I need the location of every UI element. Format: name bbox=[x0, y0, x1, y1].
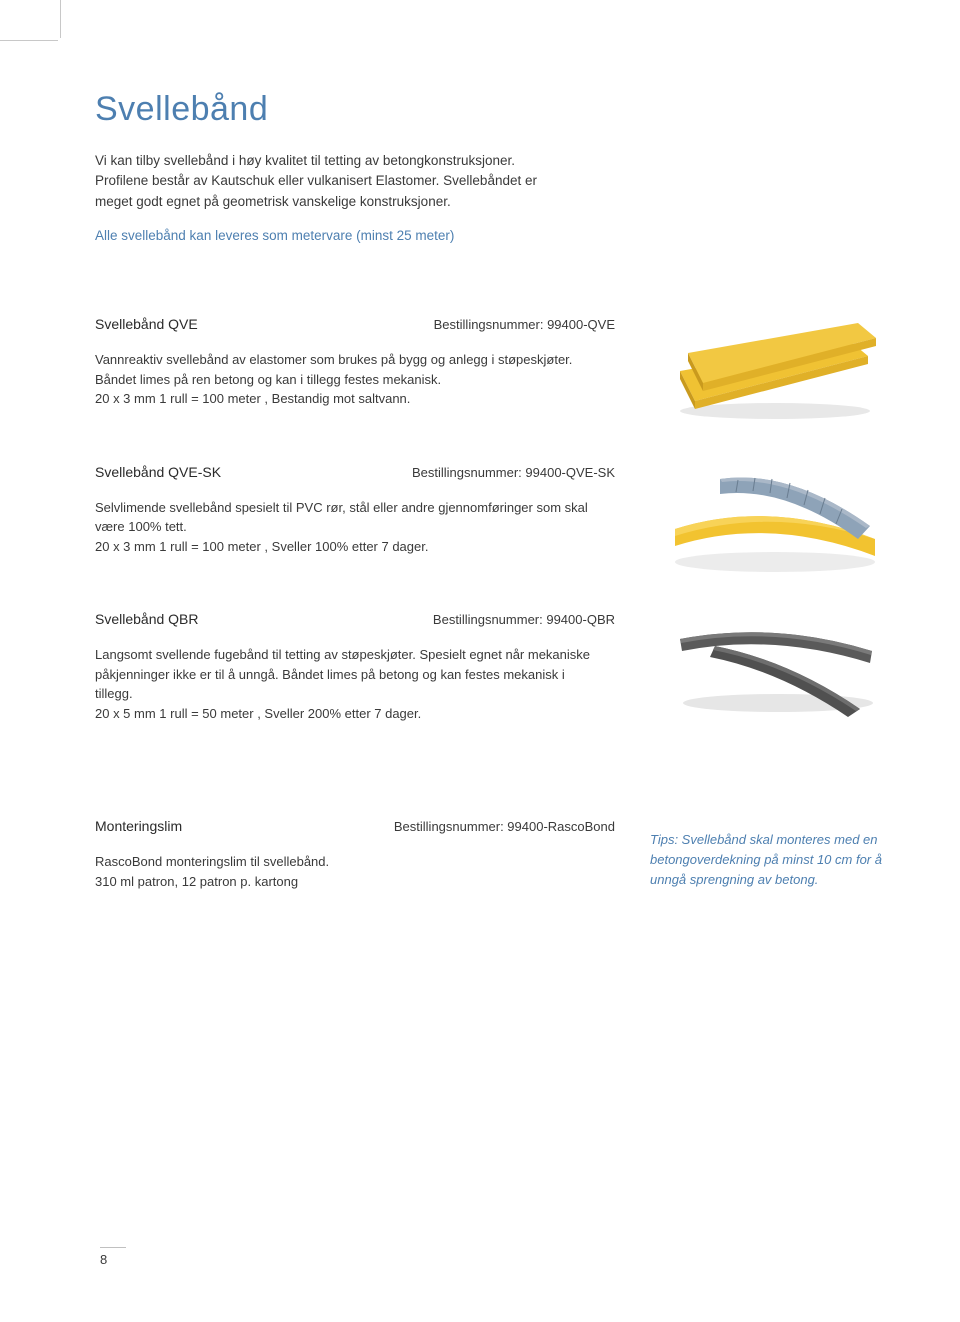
product-order: Bestillingsnummer: 99400-QVE-SK bbox=[412, 465, 615, 480]
product-order: Bestillingsnummer: 99400-QVE bbox=[434, 317, 615, 332]
page-title: Svellebånd bbox=[95, 90, 890, 129]
product-image-qve-sk bbox=[660, 444, 890, 584]
product-qve: Svellebånd QVE Bestillingsnummer: 99400-… bbox=[95, 316, 890, 409]
product-image-qve bbox=[660, 296, 890, 436]
product-desc: Selvlimende svellebånd spesielt til PVC … bbox=[95, 498, 595, 557]
page-number: 8 bbox=[100, 1247, 126, 1267]
intro-note: Alle svellebånd kan leveres som metervar… bbox=[95, 226, 555, 246]
page-content: Svellebånd Vi kan tilby svellebånd i høy… bbox=[0, 0, 960, 1322]
product-qve-sk: Svellebånd QVE-SK Bestillingsnummer: 994… bbox=[95, 464, 890, 557]
product-desc: Langsomt svellende fugebånd til tetting … bbox=[95, 645, 595, 723]
product-image-qbr bbox=[660, 591, 890, 731]
product-desc: RascoBond monteringslim til svellebånd.3… bbox=[95, 852, 595, 891]
product-name: Monteringslim bbox=[95, 818, 182, 834]
tip-text: Tips: Svellebånd skal monteres med en be… bbox=[650, 830, 890, 890]
product-name: Svellebånd QVE-SK bbox=[95, 464, 221, 480]
product-order: Bestillingsnummer: 99400-RascoBond bbox=[394, 819, 615, 834]
product-name: Svellebånd QVE bbox=[95, 316, 198, 332]
product-qbr: Svellebånd QBR Bestillingsnummer: 99400-… bbox=[95, 611, 890, 723]
product-name: Svellebånd QBR bbox=[95, 611, 199, 627]
product-order: Bestillingsnummer: 99400-QBR bbox=[433, 612, 615, 627]
product-desc: Vannreaktiv svellebånd av elastomer som … bbox=[95, 350, 595, 409]
intro-text: Vi kan tilby svellebånd i høy kvalitet t… bbox=[95, 151, 555, 212]
